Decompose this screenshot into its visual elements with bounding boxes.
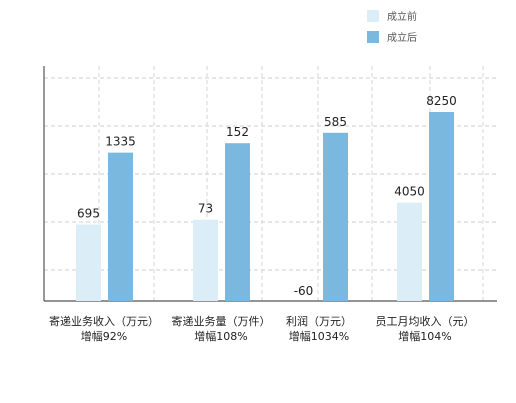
legend-label-1: 成立后 [387, 31, 417, 44]
category-note-0: 增幅92% [81, 329, 127, 343]
value-labels: 695 1335 73 152 -60 585 4050 8250 [77, 94, 457, 298]
category-label-0: 寄递业务收入（万元） [49, 314, 159, 328]
category-label-3: 员工月均收入（元） [376, 314, 475, 328]
value-label-1-1: 152 [226, 125, 249, 139]
value-label-2-1: 585 [324, 115, 347, 129]
category-note-2: 增幅1034% [289, 329, 349, 343]
legend-swatch-0 [367, 10, 379, 22]
category-labels: 寄递业务收入（万元）增幅92%寄递业务量（万件）增幅108%利润（万元）增幅10… [49, 314, 475, 343]
bar-3-1 [429, 112, 454, 301]
value-label-0-1: 1335 [105, 135, 136, 149]
bar-1-0 [193, 219, 218, 301]
category-label-1: 寄递业务量（万件） [172, 314, 271, 328]
category-note-1: 增幅108% [194, 329, 247, 343]
legend-swatch-1 [367, 31, 379, 43]
bar-0-0 [76, 224, 101, 301]
value-label-2-0: -60 [294, 284, 314, 298]
value-label-1-0: 73 [198, 202, 213, 216]
bar-2-1 [323, 132, 348, 301]
grid-lines [44, 66, 497, 301]
value-label-3-1: 8250 [426, 94, 457, 108]
bar-3-0 [397, 202, 422, 301]
bar-1-1 [225, 143, 250, 301]
category-note-3: 增幅104% [398, 329, 451, 343]
value-label-0-0: 695 [77, 206, 100, 220]
category-label-2: 利润（万元） [286, 314, 352, 328]
value-label-3-0: 4050 [394, 185, 425, 199]
legend-label-0: 成立前 [387, 10, 417, 23]
bars [76, 112, 454, 301]
bar-0-1 [108, 152, 133, 301]
